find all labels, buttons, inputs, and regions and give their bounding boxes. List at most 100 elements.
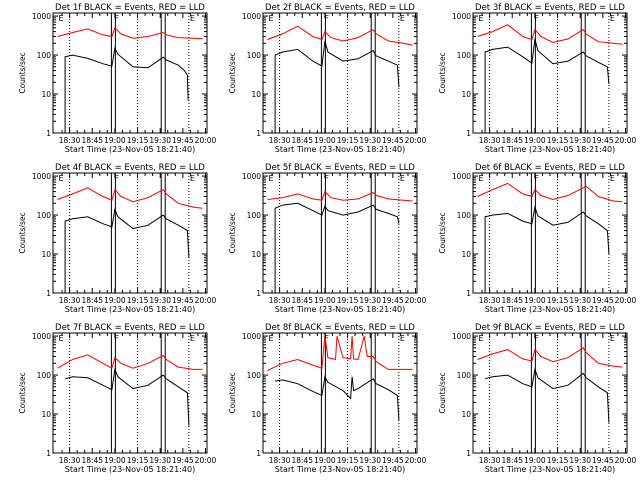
x-tick-label: 19:30 [359, 136, 381, 145]
marker-e: E [610, 174, 615, 183]
series-events-line [64, 46, 189, 133]
interval-bar [370, 172, 376, 294]
marker-f: F [324, 14, 329, 23]
x-tick-label: 19:30 [359, 456, 381, 465]
y-tick-label: 10 [41, 90, 51, 99]
y-tick-label: 1000 [32, 332, 51, 341]
marker-e: E [479, 334, 484, 343]
x-tick-label: 20:00 [405, 296, 427, 305]
series-events-line [274, 202, 400, 293]
x-tick-label: 18:45 [291, 136, 313, 145]
series-lld-line [57, 187, 203, 209]
y-tick-label: 1000 [32, 12, 51, 21]
series-lld-line [477, 347, 623, 368]
x-tick-label: 19:00 [524, 296, 546, 305]
panel-title: Det 7f BLACK = Events, RED = LLD [55, 323, 205, 333]
plot-frame [52, 12, 208, 134]
marker-f: F [324, 334, 329, 343]
x-tick-label: 19:30 [569, 136, 591, 145]
y-tick-label: 100 [247, 371, 262, 380]
y-tick-label: 10 [41, 250, 51, 259]
panel-title: Det 5f BLACK = Events, RED = LLD [265, 163, 415, 173]
marker-e: E [610, 334, 615, 343]
y-axis-label: Counts/sec [228, 52, 237, 93]
y-tick-label: 100 [37, 371, 52, 380]
plot-frame [472, 332, 628, 454]
x-tick-label: 20:00 [195, 296, 217, 305]
y-axis-label: Counts/sec [438, 52, 447, 93]
x-tick-label: 18:45 [81, 296, 103, 305]
series-lld-line [267, 335, 413, 372]
interval-bar [370, 332, 376, 454]
x-tick-label: 19:45 [592, 456, 614, 465]
y-axis-label: Counts/sec [18, 372, 27, 413]
x-tick-label: 19:15 [337, 456, 359, 465]
interval-bar [580, 172, 586, 294]
x-tick-label: 19:00 [314, 456, 336, 465]
x-tick-label: 19:30 [359, 296, 381, 305]
marker-f: F [324, 174, 329, 183]
y-tick-label: 1000 [452, 172, 471, 181]
plot-frame [262, 172, 418, 294]
panel-title: Det 9f BLACK = Events, RED = LLD [475, 323, 625, 333]
x-tick-label: 19:15 [547, 136, 569, 145]
y-tick-label: 1 [256, 129, 261, 138]
x-tick-label: 19:00 [314, 296, 336, 305]
series-lld-line [57, 26, 203, 40]
x-tick-label: 18:45 [81, 136, 103, 145]
marker-e: E [479, 14, 484, 23]
x-tick-label: 19:45 [172, 296, 194, 305]
x-axis-label: Start Time (23-Nov-05 18:21:40) [275, 145, 405, 154]
y-tick-label: 10 [251, 90, 261, 99]
x-tick-label: 18:30 [59, 296, 81, 305]
y-tick-label: 1 [46, 129, 51, 138]
marker-e: E [190, 174, 195, 183]
y-axis-label: Counts/sec [18, 52, 27, 93]
y-tick-label: 1 [256, 289, 261, 298]
y-axis-label: Counts/sec [228, 372, 237, 413]
x-axis-label: Start Time (23-Nov-05 18:21:40) [485, 145, 615, 154]
plot-frame [472, 172, 628, 294]
y-tick-label: 1000 [452, 332, 471, 341]
series-lld-line [267, 190, 413, 202]
y-axis-label: Counts/sec [438, 212, 447, 253]
y-tick-label: 1000 [242, 12, 261, 21]
x-tick-label: 19:30 [149, 456, 171, 465]
x-tick-label: 18:30 [479, 456, 501, 465]
marker-f: F [114, 174, 119, 183]
y-tick-label: 100 [37, 211, 52, 220]
x-axis-label: Start Time (23-Nov-05 18:21:40) [275, 465, 405, 474]
y-tick-label: 10 [461, 250, 471, 259]
y-tick-label: 100 [457, 51, 472, 60]
plot-frame [52, 172, 208, 294]
x-tick-label: 18:30 [479, 296, 501, 305]
x-tick-label: 19:45 [172, 136, 194, 145]
marker-f: F [534, 174, 539, 183]
x-tick-label: 20:00 [615, 296, 637, 305]
panel-title: Det 3f BLACK = Events, RED = LLD [475, 3, 625, 13]
marker-e: E [400, 14, 405, 23]
marker-f: F [534, 14, 539, 23]
marker-e: E [400, 334, 405, 343]
x-tick-label: 18:45 [291, 296, 313, 305]
interval-bar [160, 12, 166, 134]
x-tick-label: 20:00 [195, 456, 217, 465]
y-tick-label: 1 [46, 449, 51, 458]
marker-e: E [269, 14, 274, 23]
panel-title: Det 6f BLACK = Events, RED = LLD [475, 163, 625, 173]
x-tick-label: 20:00 [405, 456, 427, 465]
x-tick-label: 18:30 [59, 456, 81, 465]
x-tick-label: 19:15 [547, 456, 569, 465]
y-tick-label: 100 [247, 211, 262, 220]
y-tick-label: 1000 [452, 12, 471, 21]
x-tick-label: 18:45 [81, 456, 103, 465]
marker-e: E [59, 174, 64, 183]
series-events-line [484, 367, 610, 423]
x-tick-label: 18:45 [501, 456, 523, 465]
x-tick-label: 18:30 [269, 456, 291, 465]
y-tick-label: 1000 [32, 172, 51, 181]
x-tick-label: 19:30 [149, 296, 171, 305]
